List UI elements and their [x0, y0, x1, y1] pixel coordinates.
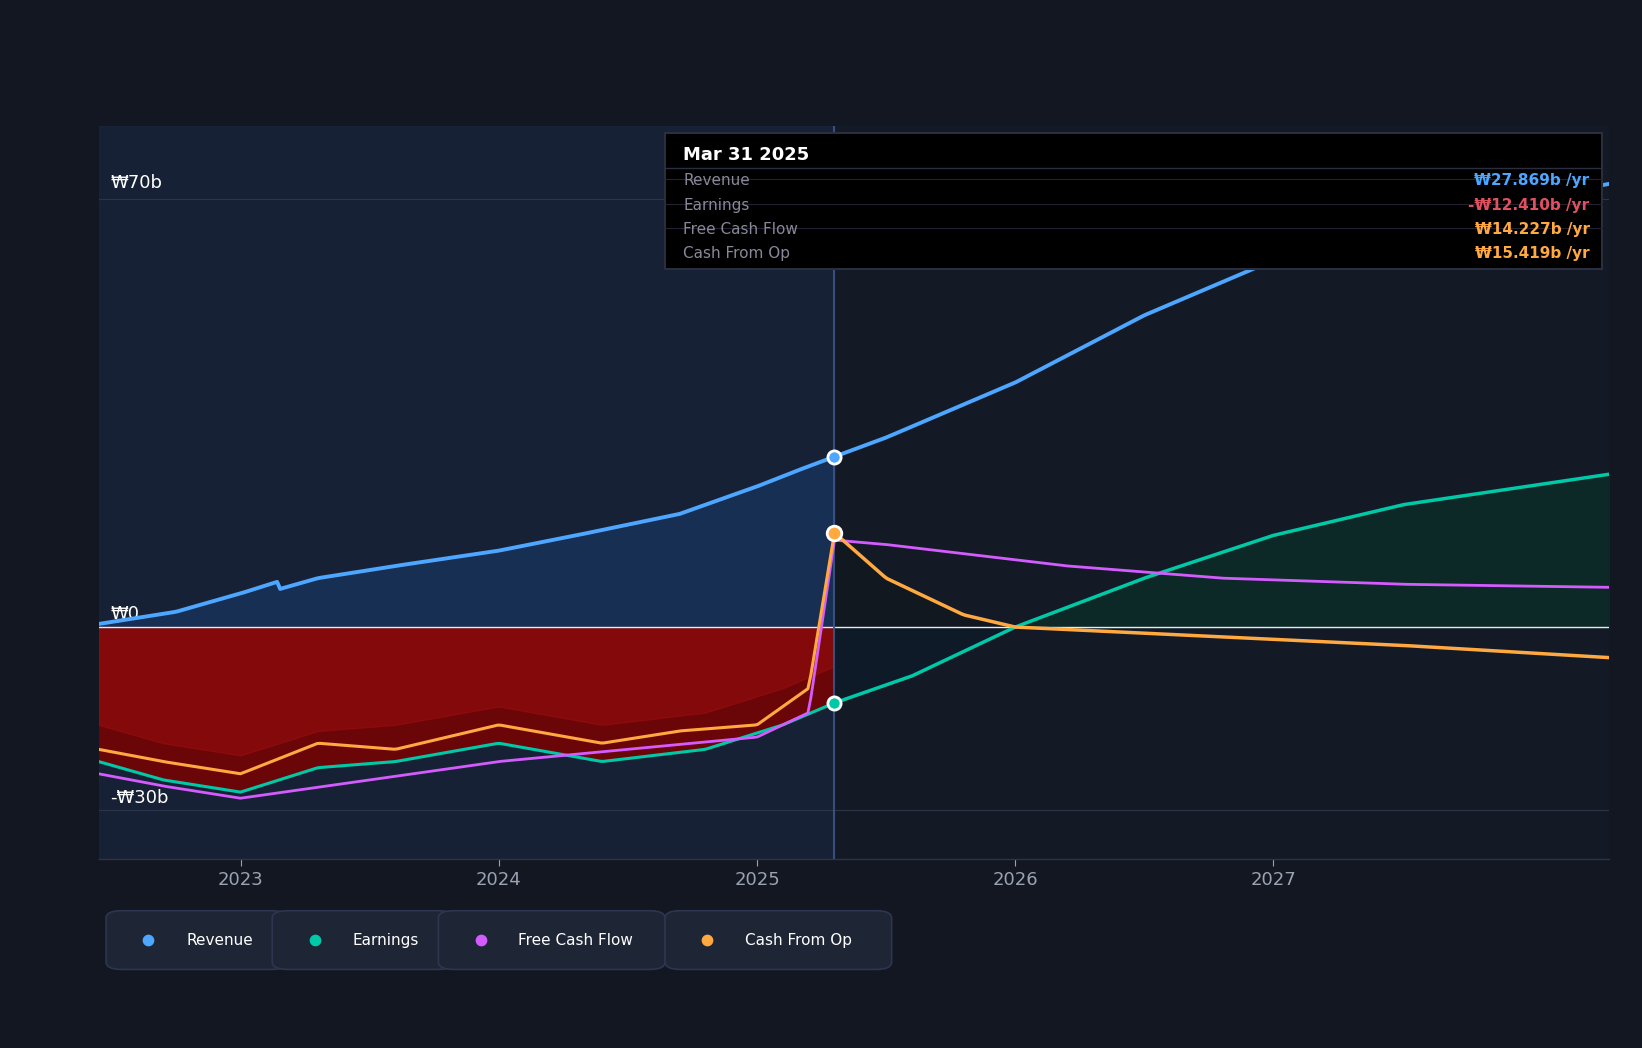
Text: Revenue: Revenue	[683, 174, 750, 189]
FancyBboxPatch shape	[438, 911, 665, 969]
Point	[821, 695, 847, 712]
Text: Free Cash Flow: Free Cash Flow	[683, 222, 798, 237]
FancyBboxPatch shape	[665, 911, 892, 969]
Bar	[834, 126, 1609, 859]
Text: ₩27.869b /yr: ₩27.869b /yr	[1475, 174, 1589, 189]
Text: -₩12.410b /yr: -₩12.410b /yr	[1468, 198, 1589, 213]
Text: Analysts Forecasts: Analysts Forecasts	[849, 203, 1018, 221]
Text: ₩70b: ₩70b	[110, 174, 163, 192]
Text: Past: Past	[783, 203, 828, 221]
Text: Revenue: Revenue	[186, 933, 253, 947]
Text: Cash From Op: Cash From Op	[745, 933, 852, 947]
FancyBboxPatch shape	[665, 133, 1601, 269]
Bar	[99, 126, 834, 859]
Text: Free Cash Flow: Free Cash Flow	[519, 933, 634, 947]
Text: ₩14.227b /yr: ₩14.227b /yr	[1475, 222, 1589, 237]
Text: ₩0: ₩0	[110, 606, 140, 624]
Text: Mar 31 2025: Mar 31 2025	[683, 147, 810, 165]
Text: ₩15.419b /yr: ₩15.419b /yr	[1475, 246, 1589, 261]
FancyBboxPatch shape	[273, 911, 453, 969]
Point	[821, 524, 847, 541]
FancyBboxPatch shape	[107, 911, 287, 969]
Text: Earnings: Earnings	[353, 933, 419, 947]
Text: Earnings: Earnings	[683, 198, 749, 213]
Text: -₩30b: -₩30b	[110, 789, 169, 807]
Point	[821, 449, 847, 465]
Text: Cash From Op: Cash From Op	[683, 246, 790, 261]
